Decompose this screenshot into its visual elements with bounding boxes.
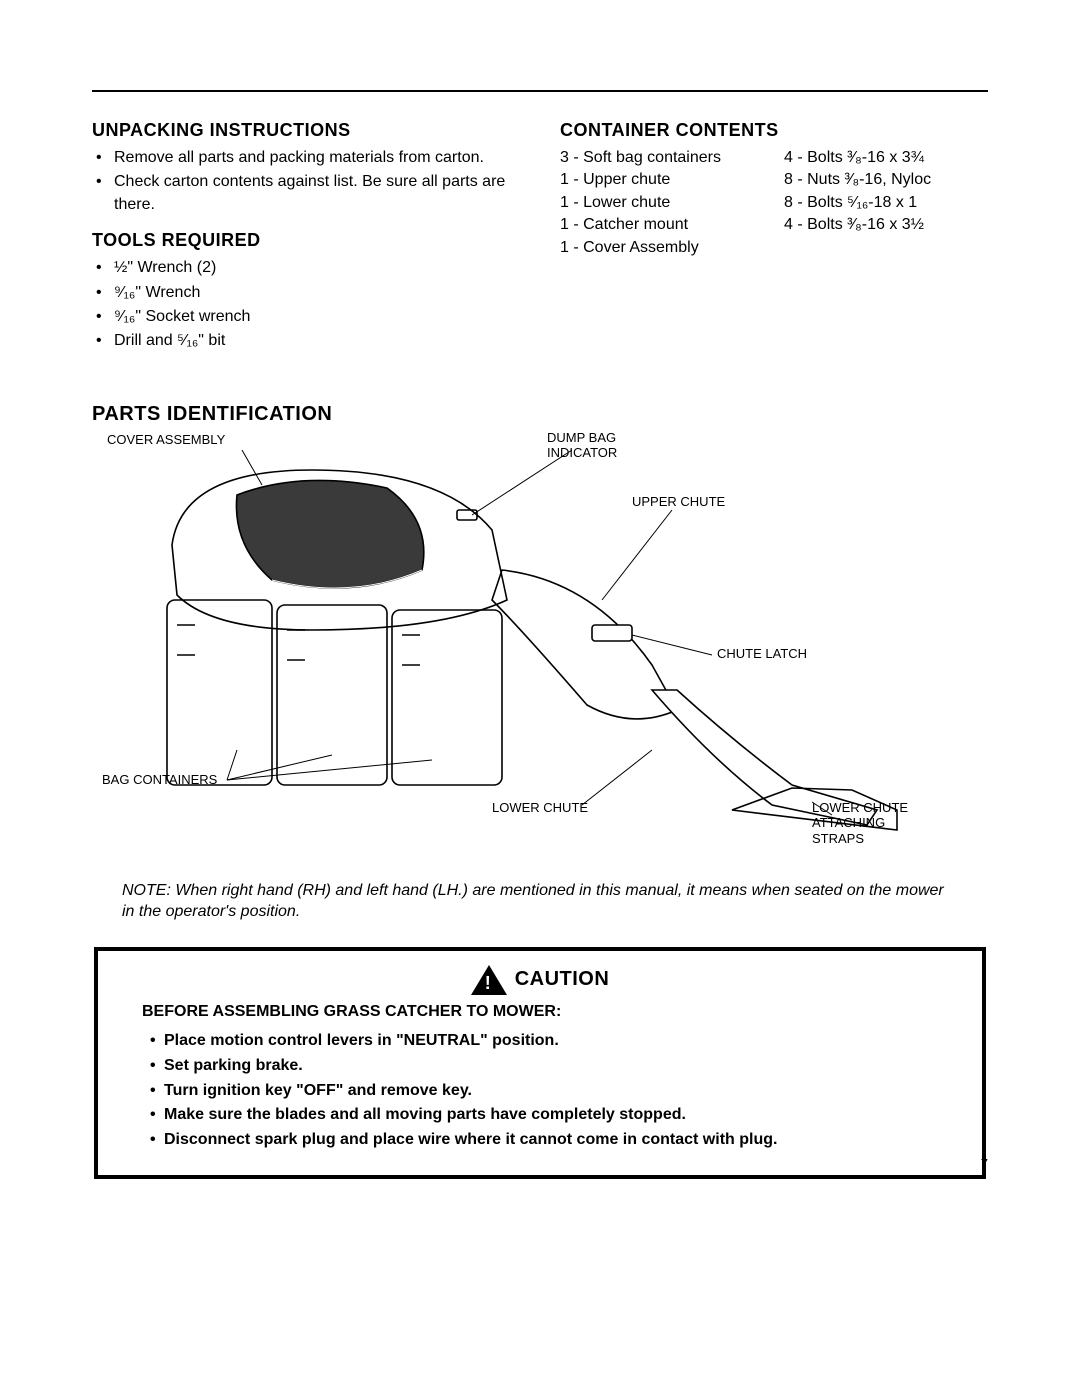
- caution-box: CAUTION BEFORE ASSEMBLING GRASS CATCHER …: [94, 947, 986, 1179]
- parts-id-title: PARTS IDENTIFICATION: [92, 403, 988, 426]
- page-number: 7: [981, 1156, 988, 1171]
- container-contents: 3 - Soft bag containers 1 - Upper chute …: [560, 147, 988, 259]
- list-item: 4 - Bolts ³⁄₈-16 x 3½: [784, 214, 988, 236]
- list-item: Make sure the blades and all moving part…: [150, 1103, 938, 1128]
- unpacking-list: Remove all parts and packing materials f…: [92, 147, 520, 216]
- label-bag-containers: BAG CONTAINERS: [102, 772, 217, 788]
- unpacking-title: UNPACKING INSTRUCTIONS: [92, 120, 520, 141]
- list-item: 4 - Bolts ³⁄₈-16 x 3¾: [784, 147, 988, 169]
- list-item: Disconnect spark plug and place wire whe…: [150, 1128, 938, 1153]
- tools-list: ½" Wrench (2) ⁹⁄₁₆" Wrench ⁹⁄₁₆" Socket …: [92, 257, 520, 353]
- warning-triangle-icon: [471, 965, 507, 995]
- list-item: Check carton contents against list. Be s…: [114, 171, 520, 216]
- container-title: CONTAINER CONTENTS: [560, 120, 988, 141]
- list-item: Drill and ⁵⁄₁₆" bit: [114, 330, 520, 352]
- list-item: 1 - Lower chute: [560, 192, 764, 214]
- label-chute-latch: CHUTE LATCH: [717, 646, 807, 662]
- rh-lh-note: NOTE: When right hand (RH) and left hand…: [122, 880, 958, 923]
- list-item: Remove all parts and packing materials f…: [114, 147, 520, 169]
- label-lower-chute-straps: LOWER CHUTE ATTACHING STRAPS: [812, 800, 908, 847]
- tools-title: TOOLS REQUIRED: [92, 230, 520, 251]
- list-item: Turn ignition key "OFF" and remove key.: [150, 1079, 938, 1104]
- list-item: 1 - Catcher mount: [560, 214, 764, 236]
- label-lower-chute: LOWER CHUTE: [492, 800, 588, 816]
- list-item: ½" Wrench (2): [114, 257, 520, 279]
- list-item: 8 - Nuts ³⁄₈-16, Nyloc: [784, 169, 988, 191]
- list-item: ⁹⁄₁₆" Wrench: [114, 282, 520, 304]
- parts-diagram: COVER ASSEMBLY DUMP BAG INDICATOR UPPER …: [92, 430, 988, 860]
- list-item: Place motion control levers in "NEUTRAL"…: [150, 1029, 938, 1054]
- list-item: 1 - Upper chute: [560, 169, 764, 191]
- caution-heading: CAUTION: [515, 968, 610, 991]
- list-item: Set parking brake.: [150, 1054, 938, 1079]
- list-item: 8 - Bolts ⁵⁄₁₆-18 x 1: [784, 192, 988, 214]
- list-item: 3 - Soft bag containers: [560, 147, 764, 169]
- list-item: ⁹⁄₁₆" Socket wrench: [114, 306, 520, 328]
- caution-list: Place motion control levers in "NEUTRAL"…: [142, 1029, 938, 1153]
- list-item: 1 - Cover Assembly: [560, 237, 764, 259]
- label-dump-bag-indicator: DUMP BAG INDICATOR: [547, 430, 617, 461]
- label-upper-chute: UPPER CHUTE: [632, 494, 725, 510]
- label-cover-assembly: COVER ASSEMBLY: [107, 432, 225, 448]
- caution-subtitle: BEFORE ASSEMBLING GRASS CATCHER TO MOWER…: [142, 1003, 938, 1021]
